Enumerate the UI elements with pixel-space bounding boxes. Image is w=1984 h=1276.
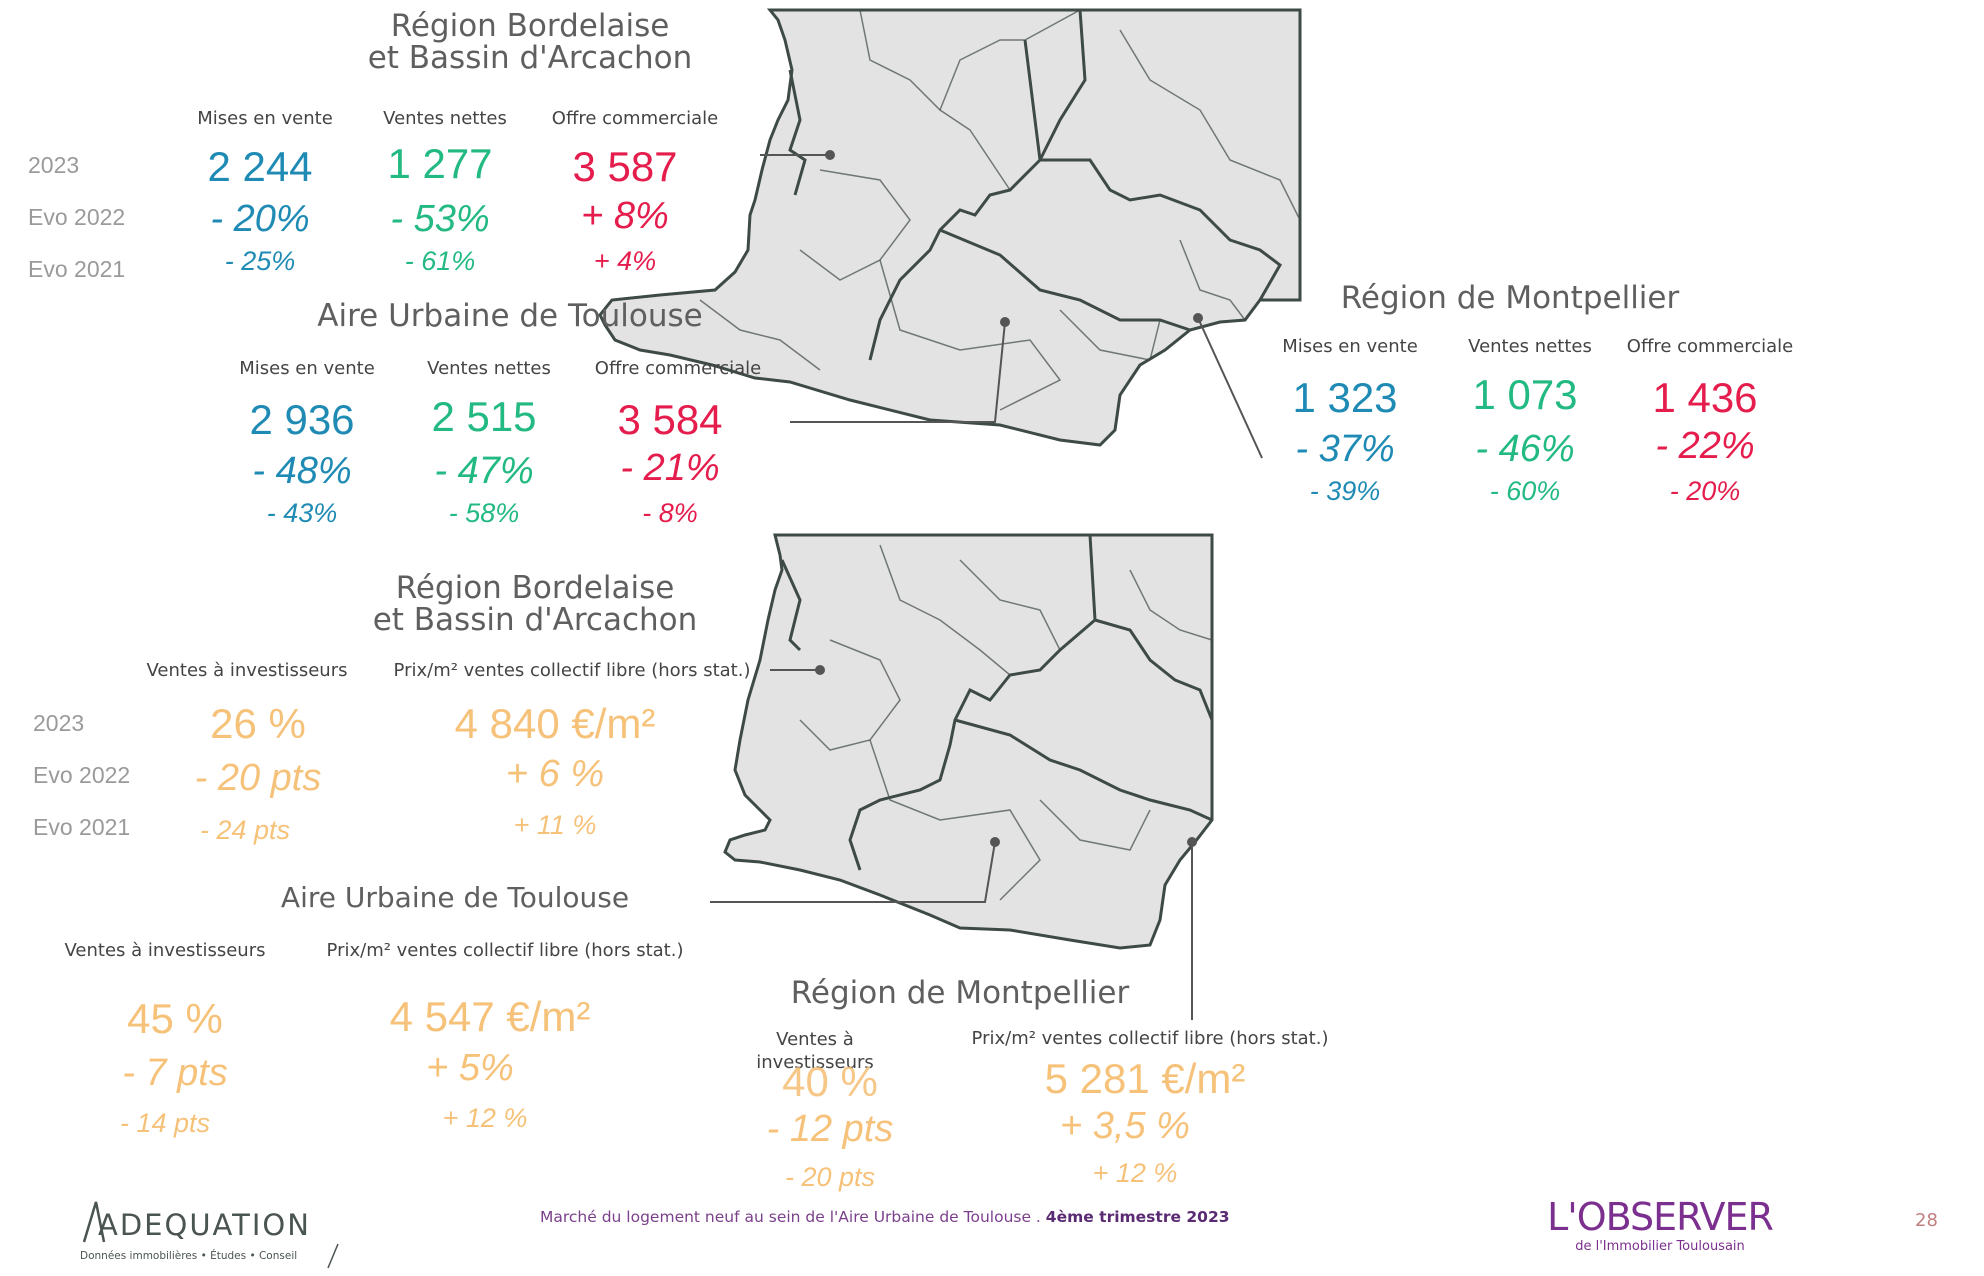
bottom-row-label-2023: 2023 <box>33 710 85 736</box>
bottom-bordeaux-title-line1: Région Bordelaise <box>395 570 675 606</box>
bottom-toulouse-invest-evo2022: - 7 pts <box>122 1052 228 1094</box>
top-montpellier-mises-2023: 1 323 <box>1292 374 1398 421</box>
top-toulouse-ventes-evo2022: - 47% <box>434 450 534 492</box>
top-toulouse-title: Aire Urbaine de Toulouse <box>317 298 703 334</box>
bottom-toulouse-header-prix: Prix/m² ventes collectif libre (hors sta… <box>326 940 684 961</box>
bottom-montpellier-prix-evo2022: + 3,5 % <box>1060 1105 1190 1147</box>
top-bordeaux-ventes-2023: 1 277 <box>387 140 493 187</box>
bottom-bordeaux-title: Région Bordelaise et Bassin d'Arcachon <box>335 572 735 636</box>
footer-caption: Marché du logement neuf au sein de l'Air… <box>540 1208 1230 1226</box>
bottom-montpellier-invest-2023: 40 % <box>782 1058 878 1105</box>
bottom-row-label-evo2021: Evo 2021 <box>33 814 131 840</box>
top-montpellier-mises-evo2022: - 37% <box>1295 428 1395 470</box>
adequation-slash-icon <box>327 1243 339 1269</box>
top-montpellier-header-ventes: Ventes nettes <box>1468 336 1592 357</box>
bottom-montpellier-invest-evo2021: - 20 pts <box>784 1162 876 1192</box>
top-bordeaux-offre-2023: 3 587 <box>572 143 678 190</box>
top-toulouse-offre-evo2022: - 21% <box>620 447 720 489</box>
top-row-label-evo2022: Evo 2022 <box>28 204 126 230</box>
bottom-bordeaux-prix-evo2022: + 6 % <box>505 753 605 795</box>
bottom-bordeaux-header-prix: Prix/m² ventes collectif libre (hors sta… <box>393 660 751 681</box>
bottom-montpellier-title: Région de Montpellier <box>790 975 1130 1011</box>
top-bordeaux-title: Région Bordelaise et Bassin d'Arcachon <box>330 10 730 74</box>
top-row-label-evo2021: Evo 2021 <box>28 256 126 282</box>
adequation-logo-mark <box>82 1201 106 1243</box>
top-bordeaux-mises-evo2022: - 20% <box>210 198 310 240</box>
top-bordeaux-offre-evo2022: + 8% <box>581 195 669 237</box>
top-bordeaux-title-line1: Région Bordelaise <box>390 8 670 44</box>
top-toulouse-mises-evo2022: - 48% <box>252 450 352 492</box>
observer-logo-text: L'OBSERVER <box>1547 1195 1774 1239</box>
adequation-logo-tagline: Données immobilières • Études • Conseil <box>80 1250 298 1262</box>
top-toulouse-header-offre: Offre commerciale <box>594 358 762 379</box>
top-montpellier-ventes-evo2021: - 60% <box>1489 476 1561 506</box>
top-bordeaux-mises-evo2021: - 25% <box>224 246 296 276</box>
bottom-montpellier-prix-2023: 5 281 €/m² <box>1044 1055 1246 1102</box>
top-bordeaux-header-mises: Mises en vente <box>197 108 333 129</box>
bottom-bordeaux-prix-evo2021: + 11 % <box>513 810 597 840</box>
top-toulouse-mises-2023: 2 936 <box>249 396 355 443</box>
top-toulouse-header-mises: Mises en vente <box>239 358 375 379</box>
bottom-toulouse-prix-2023: 4 547 €/m² <box>389 993 591 1040</box>
footer-caption-text: Marché du logement neuf au sein de l'Air… <box>540 1208 1046 1226</box>
top-toulouse-offre-evo2021: - 8% <box>642 498 698 528</box>
top-montpellier-mises-evo2021: - 39% <box>1309 476 1381 506</box>
bottom-toulouse-header-invest: Ventes à investisseurs <box>64 940 266 961</box>
top-bordeaux-ventes-evo2022: - 53% <box>390 198 490 240</box>
bottom-bordeaux-invest-evo2022: - 20 pts <box>194 757 322 799</box>
top-montpellier-title: Région de Montpellier <box>1340 280 1680 316</box>
bottom-toulouse-invest-evo2021: - 14 pts <box>119 1108 211 1138</box>
top-montpellier-offre-2023: 1 436 <box>1652 374 1758 421</box>
observer-logo: L'OBSERVER de l'Immobilier Toulousain <box>1530 1195 1790 1265</box>
top-montpellier-header-mises: Mises en vente <box>1282 336 1418 357</box>
top-bordeaux-header-ventes: Ventes nettes <box>383 108 507 129</box>
bottom-toulouse-title: Aire Urbaine de Toulouse <box>280 881 630 914</box>
top-bordeaux-mises-2023: 2 244 <box>207 143 313 190</box>
observer-logo-tagline: de l'Immobilier Toulousain <box>1575 1239 1745 1254</box>
top-bordeaux-header-offre: Offre commerciale <box>551 108 719 129</box>
top-bordeaux-offre-evo2021: + 4% <box>593 246 657 276</box>
bottom-montpellier-header-prix: Prix/m² ventes collectif libre (hors sta… <box>971 1028 1329 1049</box>
bottom-toulouse-prix-evo2022: + 5% <box>426 1047 514 1089</box>
adequation-logo: ADEQUATION Données immobilières • Études… <box>80 1200 340 1270</box>
top-map-landmass <box>598 8 1302 447</box>
page-number: 28 <box>1915 1210 1938 1231</box>
top-bordeaux-title-line2: et Bassin d'Arcachon <box>367 40 693 76</box>
top-toulouse-offre-2023: 3 584 <box>617 396 723 443</box>
bottom-montpellier-invest-evo2022: - 12 pts <box>766 1108 894 1150</box>
bottom-montpellier-prix-evo2021: + 12 % <box>1092 1158 1178 1188</box>
bottom-bordeaux-invest-evo2021: - 24 pts <box>199 815 291 845</box>
bottom-bordeaux-title-line2: et Bassin d'Arcachon <box>372 602 698 638</box>
top-map-leaders <box>760 150 1263 459</box>
top-toulouse-mises-evo2021: - 43% <box>266 498 338 528</box>
top-toulouse-ventes-2023: 2 515 <box>431 393 537 440</box>
bottom-map-landmass <box>723 533 1214 950</box>
top-row-label-2023: 2023 <box>28 152 80 178</box>
top-toulouse-ventes-evo2021: - 58% <box>448 498 520 528</box>
top-montpellier-header-offre: Offre commerciale <box>1626 336 1794 357</box>
top-montpellier-ventes-2023: 1 073 <box>1472 371 1578 418</box>
bottom-toulouse-invest-2023: 45 % <box>127 995 223 1042</box>
top-bordeaux-ventes-evo2021: - 61% <box>404 246 476 276</box>
bottom-toulouse-prix-evo2021: + 12 % <box>442 1103 528 1133</box>
bottom-row-label-evo2022: Evo 2022 <box>33 762 131 788</box>
bottom-map-leaders <box>710 665 1197 1020</box>
bottom-bordeaux-invest-2023: 26 % <box>210 700 306 747</box>
bottom-bordeaux-header-invest: Ventes à investisseurs <box>146 660 348 681</box>
bottom-montpellier-header-invest: Ventes à investisseurs <box>756 1029 874 1073</box>
top-montpellier-offre-evo2022: - 22% <box>1655 425 1755 467</box>
footer-quarter: 4ème trimestre 2023 <box>1045 1208 1230 1226</box>
top-montpellier-offre-evo2021: - 20% <box>1669 476 1741 506</box>
bottom-bordeaux-prix-2023: 4 840 €/m² <box>454 700 656 747</box>
top-montpellier-ventes-evo2022: - 46% <box>1475 428 1575 470</box>
adequation-logo-text: ADEQUATION <box>98 1208 311 1242</box>
top-toulouse-header-ventes: Ventes nettes <box>427 358 551 379</box>
